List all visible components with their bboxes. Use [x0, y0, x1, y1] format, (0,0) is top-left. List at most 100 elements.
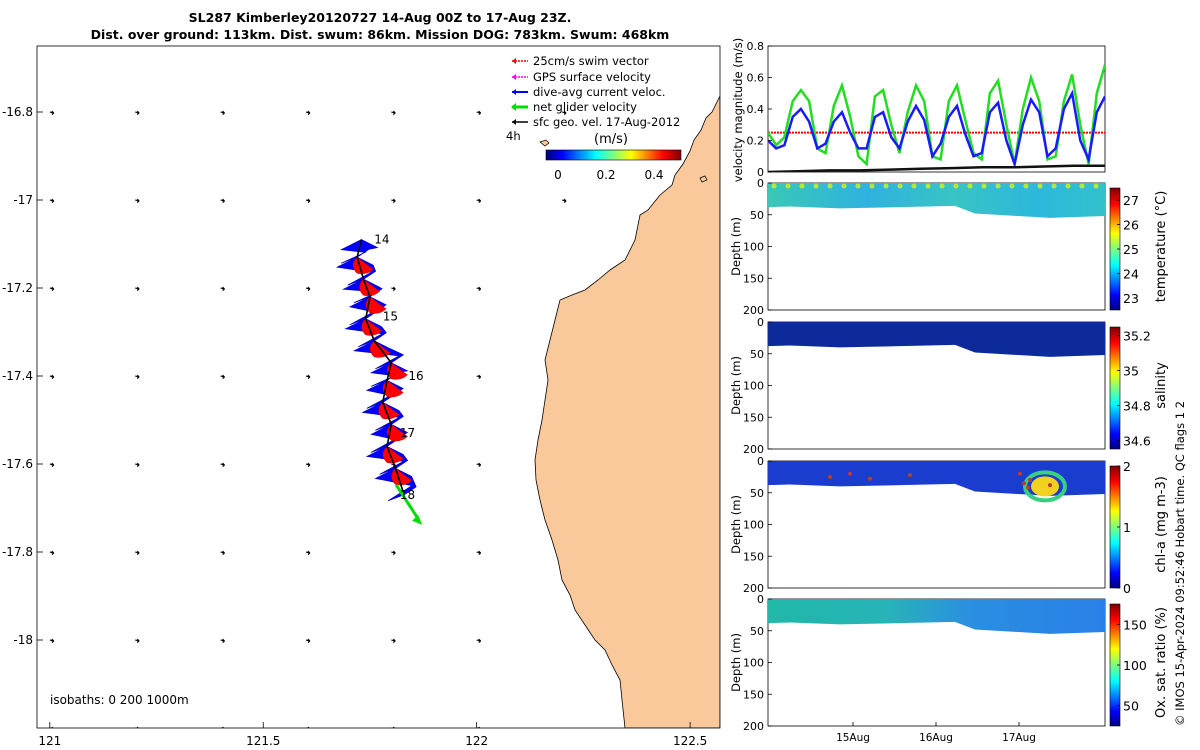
surface-sample: [1037, 183, 1043, 189]
depth-tick-label: 50: [750, 348, 764, 361]
swim-vector-cluster: [387, 423, 408, 442]
depth-tick-label: 0: [757, 316, 764, 329]
sfc-vel-arrows: [49, 110, 567, 728]
legend-label-net: net glider velocity: [533, 100, 637, 114]
colorbar-label: Ox. sat. ratio (%): [1154, 607, 1169, 718]
colorbar-tick-label: 150: [1123, 617, 1147, 632]
chla-sample: [1022, 481, 1026, 486]
depth-tick-label: 50: [750, 209, 764, 222]
island-2: [699, 175, 708, 183]
colorbar-label: salinity: [1154, 362, 1169, 409]
map-frame: [36, 45, 721, 729]
map-axes: 121 121.5 122 122.5 -16.8 -17 -17.2 -17.4 -17.6 -…: [2, 105, 707, 748]
sfc-vel-arrow: [49, 726, 54, 728]
legend-label-current: dive-avg current veloc.: [533, 85, 666, 99]
map-xtick-label: 122.5: [673, 734, 707, 748]
map-ytick-label: -17: [13, 193, 33, 207]
section-panel-temperature: 0 50 100 150 200 Depth (m) 23 24 25 26 27 temperatu…: [729, 177, 1169, 317]
legend-item-current: dive-avg current veloc.: [512, 85, 666, 99]
current-vector-swath: [344, 318, 387, 348]
sfc-vel-arrow: [220, 110, 225, 115]
colorbar-tick-label: 35: [1123, 364, 1139, 379]
chart-title-line2: Dist. over ground: 113km. Dist. swum: 86…: [90, 27, 670, 42]
section-data-band: [768, 461, 1105, 496]
surface-sample: [771, 183, 777, 189]
surface-sample: [883, 183, 889, 189]
legend-item-net: net glider velocity: [511, 100, 637, 114]
sfc-vel-arrow: [561, 110, 567, 115]
map-panel: 14 15 16 17 18 121 121.5 122 122.5 -16.8 -17 -17.2…: [2, 45, 721, 748]
depth-tick-label: 200: [743, 582, 764, 595]
section-colorbar: [1109, 326, 1121, 450]
sfc-vel-arrow: [49, 110, 55, 115]
colorbar-label: temperature (°C): [1154, 191, 1169, 303]
surface-sample: [827, 183, 833, 189]
velocity-axes-box: [767, 45, 1106, 173]
depth-tick-label: 100: [743, 519, 764, 532]
depth-tick-label: 0: [757, 177, 764, 190]
depth-tick-label: 200: [743, 304, 764, 317]
island-1: [539, 139, 550, 147]
sfc-vel-arrow: [561, 198, 567, 203]
vel-ytick-label: 0.2: [747, 135, 765, 148]
day-label: 14: [374, 233, 389, 247]
section-data-band: [768, 183, 1105, 218]
chla-sample: [1018, 471, 1022, 476]
sfc-vel-arrow: [305, 286, 311, 291]
map-ytick-label: -17.4: [2, 369, 33, 383]
time-axis: 15Aug 16Aug 17Aug: [836, 722, 1036, 744]
velocity-series-line: [768, 89, 1105, 169]
copyright-note: © IMOS 15-Apr-2024 09:52:46 Hobart time.…: [1173, 401, 1187, 726]
colorbar-tick-label: 50: [1123, 699, 1139, 714]
surface-sample: [799, 183, 805, 189]
sfc-vel-arrow: [305, 374, 311, 379]
depth-tick-label: 100: [743, 380, 764, 393]
depth-tick-label: 50: [750, 487, 764, 500]
map-colorbar-tick: 0.2: [596, 168, 615, 182]
sfc-vel-arrow: [220, 462, 225, 467]
depth-ylabel: Depth (m): [729, 356, 743, 415]
map-colorbar-label: (m/s): [594, 132, 628, 147]
coastline-land: [534, 95, 720, 728]
chla-sample: [1048, 483, 1052, 488]
sfc-vel-arrow: [220, 726, 225, 728]
surface-sample: [813, 183, 819, 189]
day-label: 17: [400, 426, 415, 440]
depth-tick-label: 100: [743, 241, 764, 254]
velocity-series: [768, 64, 1105, 172]
surface-sample: [995, 183, 1001, 189]
map-legend: 25cm/s swim vector GPS surface velocity …: [506, 54, 682, 182]
depth-tick-label: 0: [757, 455, 764, 468]
depth-ylabel: Depth (m): [729, 633, 743, 692]
sfc-vel-arrow: [135, 286, 140, 291]
time-tick-label: 17Aug: [1002, 732, 1036, 744]
surface-sample: [897, 183, 903, 189]
surface-sample: [785, 183, 791, 189]
time-tick-label: 15Aug: [836, 732, 870, 744]
colorbar-tick-label: 34.8: [1123, 398, 1151, 413]
sfc-vel-arrow: [135, 726, 139, 728]
colorbar-tick-label: 0: [1123, 581, 1131, 596]
sfc-vel-arrow: [220, 198, 225, 203]
map-colorbar: [545, 149, 682, 161]
colorbar-tick-label: 100: [1123, 658, 1147, 673]
swim-vector-cluster: [387, 362, 408, 380]
sfc-vel-arrow: [391, 286, 396, 291]
surface-sample: [1051, 183, 1057, 189]
sfc-vel-arrow: [476, 638, 482, 643]
sfc-vel-arrow: [220, 286, 225, 291]
surface-sample: [981, 183, 987, 189]
colorbar-tick-label: 24: [1123, 266, 1139, 281]
chla-sample: [828, 474, 832, 479]
velocity-ylabel: velocity magnitude (m/s): [731, 38, 745, 183]
sfc-vel-arrow: [135, 550, 140, 555]
surface-sample: [1079, 183, 1085, 189]
swim-vector-cluster: [365, 296, 387, 314]
depth-ylabel: Depth (m): [729, 217, 743, 276]
velocity-ticks: 0 0.2 0.4 0.6 0.8: [747, 40, 772, 179]
sfc-vel-arrow: [391, 198, 396, 203]
legend-item-gps: GPS surface velocity: [512, 70, 651, 84]
track-line: [356, 239, 405, 496]
